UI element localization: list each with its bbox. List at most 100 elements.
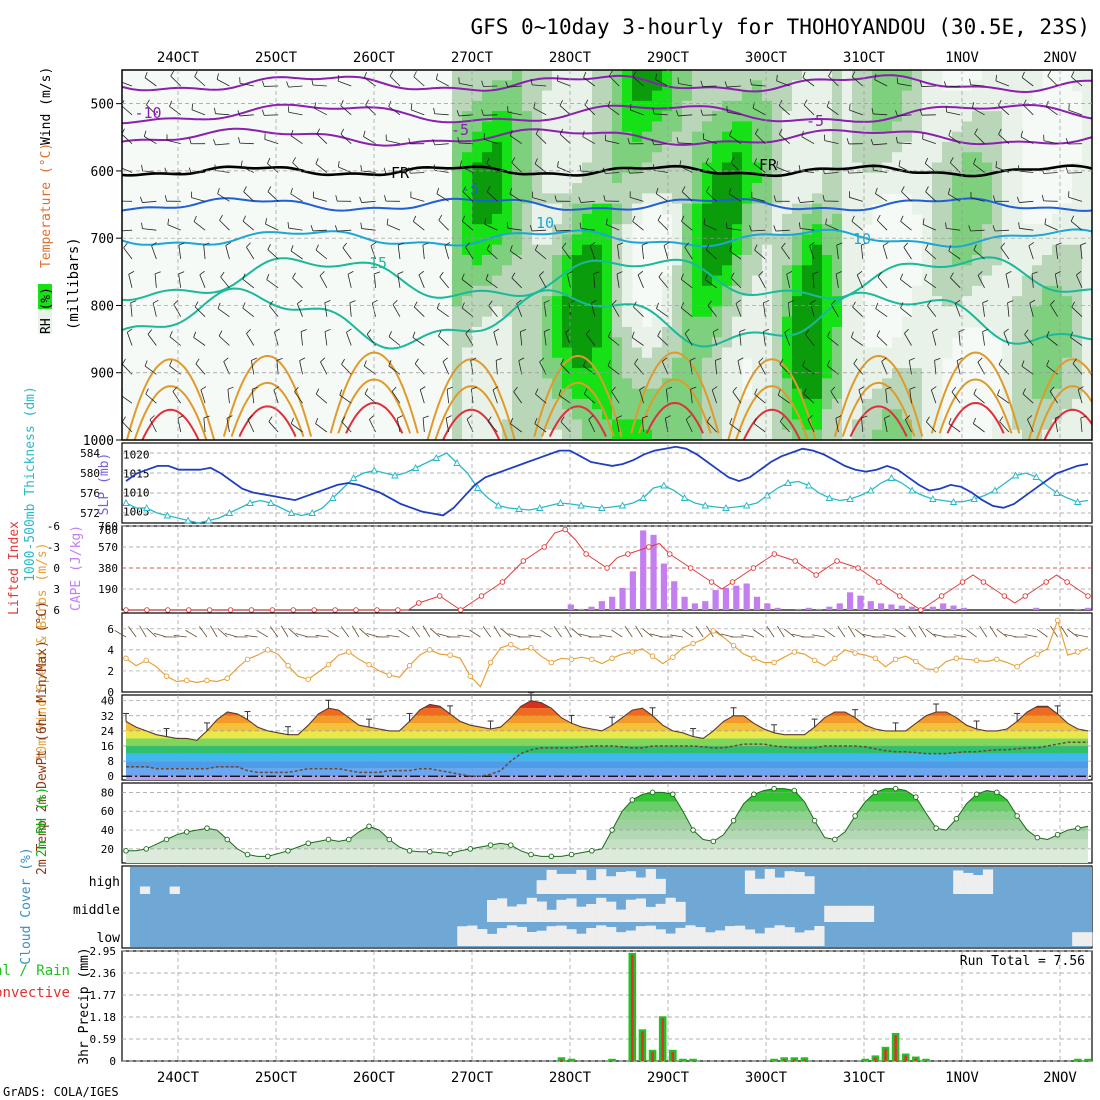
rh-cell bbox=[1082, 316, 1092, 328]
precip-tick-label: 0.59 bbox=[90, 1033, 117, 1046]
rh-cell bbox=[732, 121, 743, 133]
wind-barb-flag bbox=[690, 386, 697, 390]
wind-barb-flag bbox=[825, 218, 827, 225]
rh-cell bbox=[1012, 131, 1023, 143]
wind-barb-flag bbox=[885, 386, 892, 390]
wind-barb bbox=[373, 273, 376, 288]
wind-tick-label: 2 bbox=[107, 665, 114, 678]
wind-barb-flag bbox=[511, 157, 516, 163]
rh-cell bbox=[782, 193, 793, 205]
thickness-tick-label: 576 bbox=[80, 487, 100, 500]
wind-barb bbox=[588, 419, 596, 433]
rh2m-line-point bbox=[973, 791, 980, 798]
wind-barb bbox=[193, 337, 206, 346]
wind10m-barb bbox=[776, 625, 785, 638]
rh-cell bbox=[722, 347, 733, 359]
rh-cell bbox=[792, 265, 803, 277]
rh-cell bbox=[712, 193, 723, 205]
rh-cell bbox=[972, 285, 983, 297]
rh-cell bbox=[922, 388, 933, 400]
wind-barb bbox=[948, 423, 961, 433]
rh-cell bbox=[732, 347, 743, 359]
rh-cell bbox=[742, 316, 753, 328]
wind-barb-flag bbox=[689, 357, 696, 361]
rh-cell bbox=[772, 347, 783, 359]
wind10m-barb bbox=[918, 625, 927, 638]
rh-cell bbox=[942, 285, 953, 297]
lifted-index-line-point bbox=[917, 607, 924, 613]
rh-cell bbox=[772, 141, 783, 153]
wind-barb-flag bbox=[1070, 215, 1075, 222]
wind10m-speed-line-point bbox=[1034, 651, 1041, 657]
wind10m-barb bbox=[493, 625, 502, 638]
wind-barb-flag bbox=[754, 388, 758, 395]
rh-cell bbox=[712, 111, 723, 122]
rh-cell bbox=[532, 326, 543, 338]
rh-cell bbox=[812, 131, 823, 143]
warm-isotherm bbox=[548, 405, 607, 438]
rh-cell bbox=[672, 121, 683, 133]
rh-cell bbox=[1062, 316, 1073, 328]
wind-barb bbox=[974, 133, 985, 144]
rh-cell bbox=[932, 234, 943, 246]
rh-cell bbox=[582, 429, 593, 440]
wind-barb bbox=[342, 247, 352, 260]
precip-total-bar bbox=[800, 1057, 809, 1061]
isotherm-label: FR bbox=[759, 156, 778, 174]
rh-cell bbox=[1002, 141, 1013, 153]
wind-barb bbox=[299, 360, 303, 375]
rh-cell bbox=[992, 316, 1003, 328]
cloud-cell bbox=[586, 880, 597, 894]
rh-cell bbox=[992, 203, 1003, 215]
rh-cell bbox=[1012, 316, 1023, 328]
wind-barb-flag bbox=[149, 415, 155, 420]
rh-cell bbox=[602, 368, 613, 379]
isotherm-label: 15 bbox=[369, 254, 387, 272]
rh-cell bbox=[712, 80, 723, 92]
wind10m-barb bbox=[670, 634, 684, 638]
wind-barb bbox=[422, 245, 425, 260]
rh-cell bbox=[542, 70, 553, 81]
wind-barb-flag bbox=[896, 77, 899, 84]
rh-cell bbox=[592, 326, 603, 338]
cloud-level-label: high bbox=[89, 875, 120, 890]
rh-cell bbox=[632, 111, 643, 122]
wind10m-speed-line-point bbox=[528, 645, 534, 651]
warm-isotherm bbox=[735, 385, 809, 440]
rh-cell bbox=[812, 275, 823, 287]
wind-barb bbox=[1044, 223, 1058, 231]
cape-bar bbox=[733, 585, 740, 610]
rh-cell bbox=[822, 429, 833, 440]
wind-barb-flag bbox=[143, 130, 147, 137]
rh-cell bbox=[952, 100, 963, 112]
rh-cell bbox=[512, 111, 523, 122]
rh-cell bbox=[832, 285, 843, 297]
wind-barb-flag bbox=[413, 301, 418, 308]
rh-cell bbox=[852, 183, 863, 194]
wind-barb-flag bbox=[349, 300, 356, 304]
rh-cell bbox=[1082, 378, 1092, 390]
rh-cell bbox=[602, 409, 613, 421]
cloud-cell bbox=[526, 897, 537, 922]
top-date-label: 26OCT bbox=[353, 50, 396, 66]
wind-barb-flag bbox=[267, 186, 272, 192]
wind-barb bbox=[639, 389, 644, 404]
rh-cell bbox=[462, 378, 473, 390]
rh-cell bbox=[852, 100, 863, 112]
temp-band bbox=[126, 700, 1088, 709]
rh-cell bbox=[462, 419, 473, 431]
wind-barb bbox=[397, 273, 401, 288]
rh-cell bbox=[642, 90, 653, 102]
rh-cell bbox=[702, 285, 713, 297]
rh-cell bbox=[992, 224, 1003, 236]
wind-barb bbox=[242, 220, 255, 231]
rh-cell bbox=[682, 152, 693, 164]
rh-cell bbox=[452, 316, 463, 328]
wind-barb-flag bbox=[1041, 194, 1045, 201]
rh-cell bbox=[772, 275, 783, 287]
rh-cell bbox=[762, 357, 773, 369]
wind-barb bbox=[998, 105, 1010, 116]
wind-barb-flag bbox=[652, 107, 655, 114]
rh-cell bbox=[702, 141, 713, 153]
rh-cell bbox=[842, 213, 853, 225]
